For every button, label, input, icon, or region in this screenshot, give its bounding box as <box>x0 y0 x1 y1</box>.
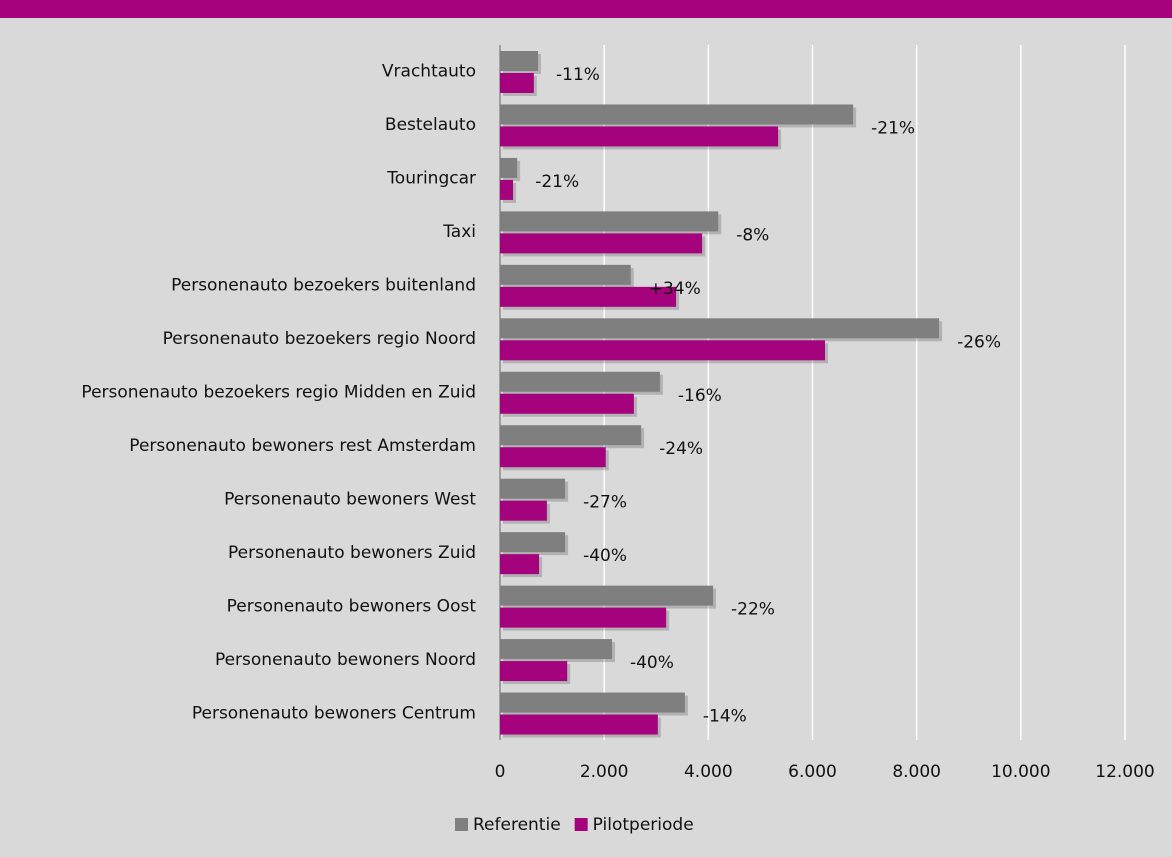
bar <box>500 371 660 392</box>
bar <box>500 607 667 628</box>
change-label: -40% <box>630 653 674 673</box>
change-label: -21% <box>871 118 915 138</box>
bar <box>500 233 703 254</box>
bar <box>500 714 658 735</box>
x-tick-label: 12.000 <box>1095 762 1154 782</box>
legend-swatch <box>574 818 588 831</box>
change-label: -14% <box>703 707 747 727</box>
bar <box>500 692 685 713</box>
bar <box>500 286 677 307</box>
bar <box>500 264 631 285</box>
y-tick-label: Taxi <box>442 222 476 242</box>
bar <box>500 157 518 178</box>
y-tick-label: Personenauto bezoekers regio Midden en Z… <box>81 383 476 403</box>
bar <box>500 393 634 414</box>
y-tick-label: Personenauto bewoners Oost <box>227 596 477 616</box>
x-tick-label: 2.000 <box>580 762 629 782</box>
x-tick-label: 6.000 <box>788 762 837 782</box>
bar <box>500 585 714 606</box>
change-label: -22% <box>731 600 775 620</box>
bar <box>500 51 539 71</box>
y-tick-label: Personenauto bewoners Zuid <box>228 543 476 563</box>
bar <box>500 661 568 682</box>
change-label: -11% <box>556 65 600 85</box>
change-label: +34% <box>649 279 701 299</box>
y-tick-label: Personenauto bezoekers buitenland <box>171 276 476 296</box>
y-tick-label: Personenauto bewoners rest Amsterdam <box>129 436 476 456</box>
x-tick-label: 0 <box>495 762 506 782</box>
y-tick-label: Personenauto bezoekers regio Noord <box>163 329 476 349</box>
legend-label: Referentie <box>473 815 561 835</box>
bar <box>500 532 566 553</box>
change-label: -26% <box>957 332 1001 352</box>
y-tick-label: Personenauto bewoners Centrum <box>192 703 476 723</box>
bar <box>500 425 642 446</box>
x-tick-label: 10.000 <box>991 762 1050 782</box>
header-band <box>0 0 1172 18</box>
bar <box>500 639 612 660</box>
bar <box>500 447 606 468</box>
change-label: -8% <box>736 225 769 245</box>
change-label: -16% <box>678 386 722 406</box>
bar <box>500 318 940 339</box>
legend-swatch <box>455 818 468 831</box>
x-tick-label: 8.000 <box>892 762 941 782</box>
legend-label: Pilotperiode <box>593 815 694 835</box>
bar <box>500 554 540 575</box>
bar <box>500 211 719 232</box>
y-tick-label: Bestelauto <box>385 115 476 135</box>
y-tick-label: Personenauto bewoners West <box>224 489 476 509</box>
bar <box>500 340 825 361</box>
bar <box>500 126 779 147</box>
bar <box>500 73 534 93</box>
change-label: -27% <box>583 493 627 513</box>
bar <box>500 478 566 499</box>
bar <box>500 179 514 200</box>
bar <box>500 104 854 125</box>
y-tick-label: Touringcar <box>386 169 476 189</box>
change-label: -40% <box>583 546 627 566</box>
x-tick-label: 4.000 <box>684 762 733 782</box>
y-tick-label: Vrachtauto <box>382 62 476 82</box>
change-label: -21% <box>535 172 579 192</box>
change-label: -24% <box>659 439 703 459</box>
bar <box>500 500 547 521</box>
y-tick-label: Personenauto bewoners Noord <box>215 650 476 670</box>
